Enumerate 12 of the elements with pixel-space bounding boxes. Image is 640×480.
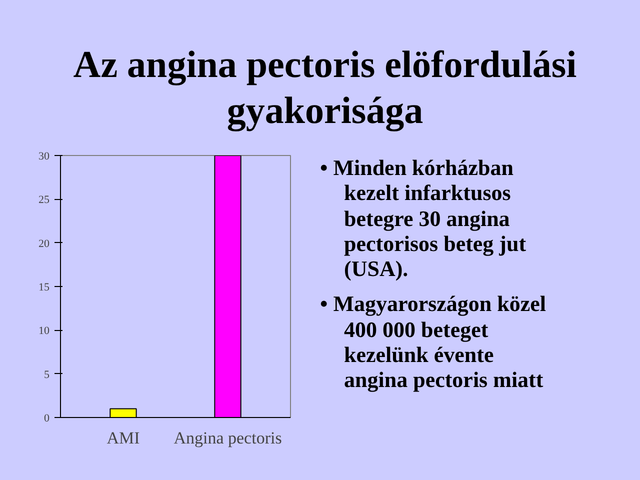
x-tick-label: Angina pectoris <box>174 428 282 448</box>
y-tick-label: 5 <box>44 368 50 381</box>
text: • Magyarországon közel 400 000 beteget kezelünk évente angina pectoris miatt <box>320 291 548 393</box>
y-tick-label: 0 <box>44 412 50 424</box>
y-tick-label: 30 <box>38 150 50 162</box>
x-tick-label: AMI <box>106 428 140 448</box>
y-tick-label: 10 <box>38 325 50 338</box>
y-tick-label: 20 <box>38 238 50 250</box>
chart-title: Az angina pectoris elöfordulási gyakorisága <box>72 43 578 134</box>
y-tick-label: 25 <box>38 194 50 206</box>
y-tick-label: 15 <box>38 282 50 294</box>
text: • Minden kórházban kezelt infarktusos betegre 30 angina pectorisos beteg jut (USA). <box>320 155 528 282</box>
